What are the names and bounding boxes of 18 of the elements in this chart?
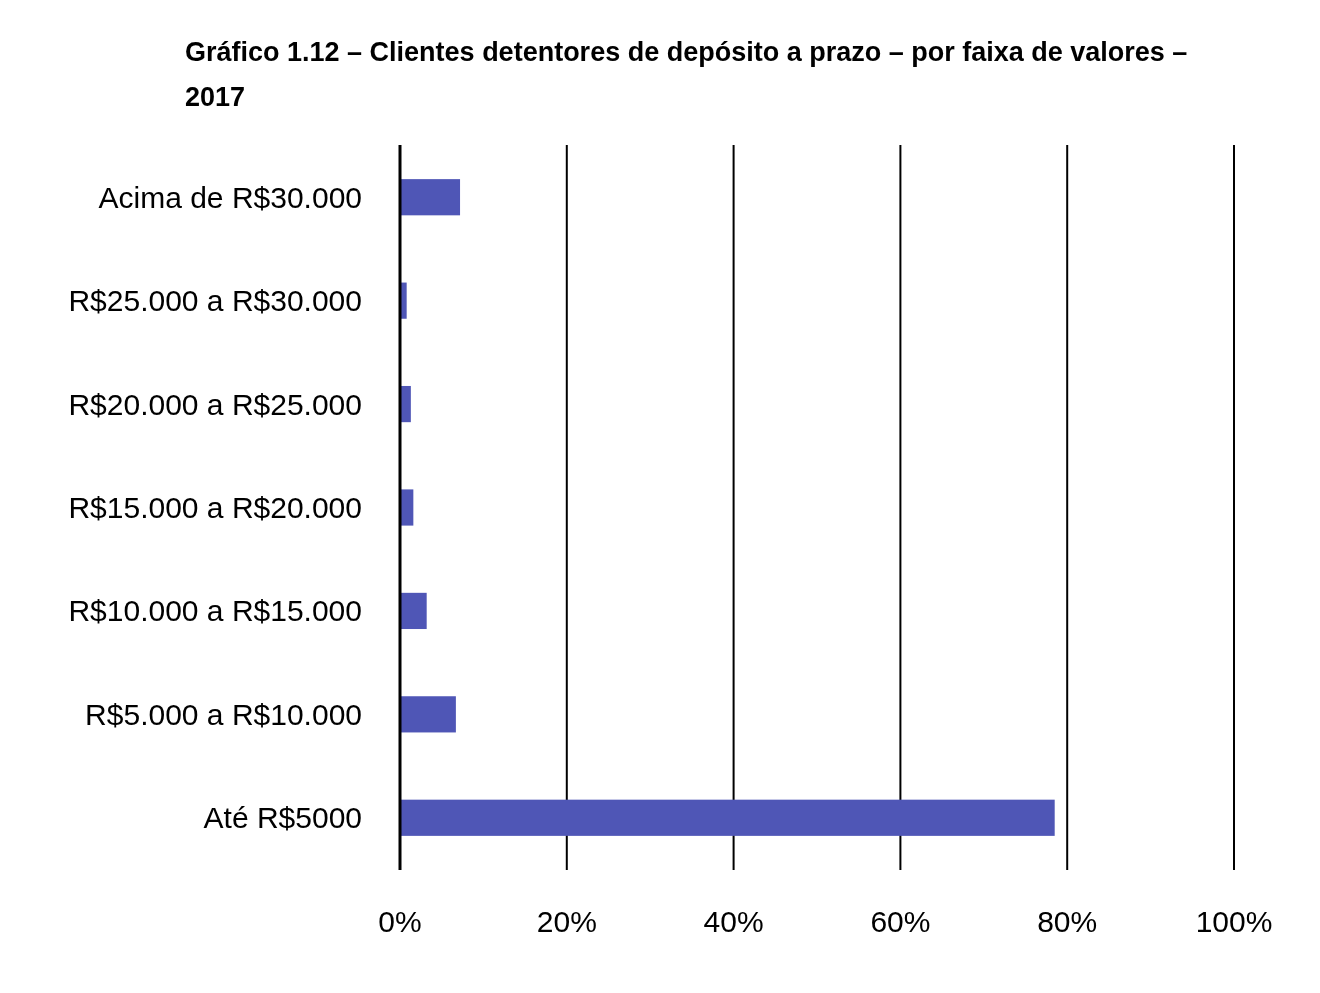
x-tick-label: 60% [870, 905, 931, 938]
x-tick-label: 40% [703, 905, 764, 938]
x-tick-label: 20% [536, 905, 597, 938]
y-tick-label: R$20.000 a R$25.000 [68, 387, 362, 421]
y-tick-label: Acima de R$30.000 [98, 180, 362, 214]
y-tick-label: R$25.000 a R$30.000 [68, 284, 362, 318]
x-tick-label: 100% [1195, 905, 1273, 938]
x-tick-label: 80% [1037, 905, 1098, 938]
y-tick-label: Até R$5000 [203, 801, 362, 835]
bar [400, 592, 427, 630]
bar [400, 179, 461, 216]
chart-title: Gráfico 1.12 – Clientes detentores de depósito a prazo – por faixa de valores – 2017 [185, 36, 1189, 114]
y-tick-label: R$5.000 a R$10.000 [85, 697, 362, 731]
y-tick-label: R$10.000 a R$15.000 [68, 594, 362, 628]
bar [400, 799, 1055, 836]
y-tick-label: R$15.000 a R$20.000 [68, 491, 362, 524]
bar [400, 696, 456, 733]
x-tick-label: 0% [378, 905, 422, 938]
